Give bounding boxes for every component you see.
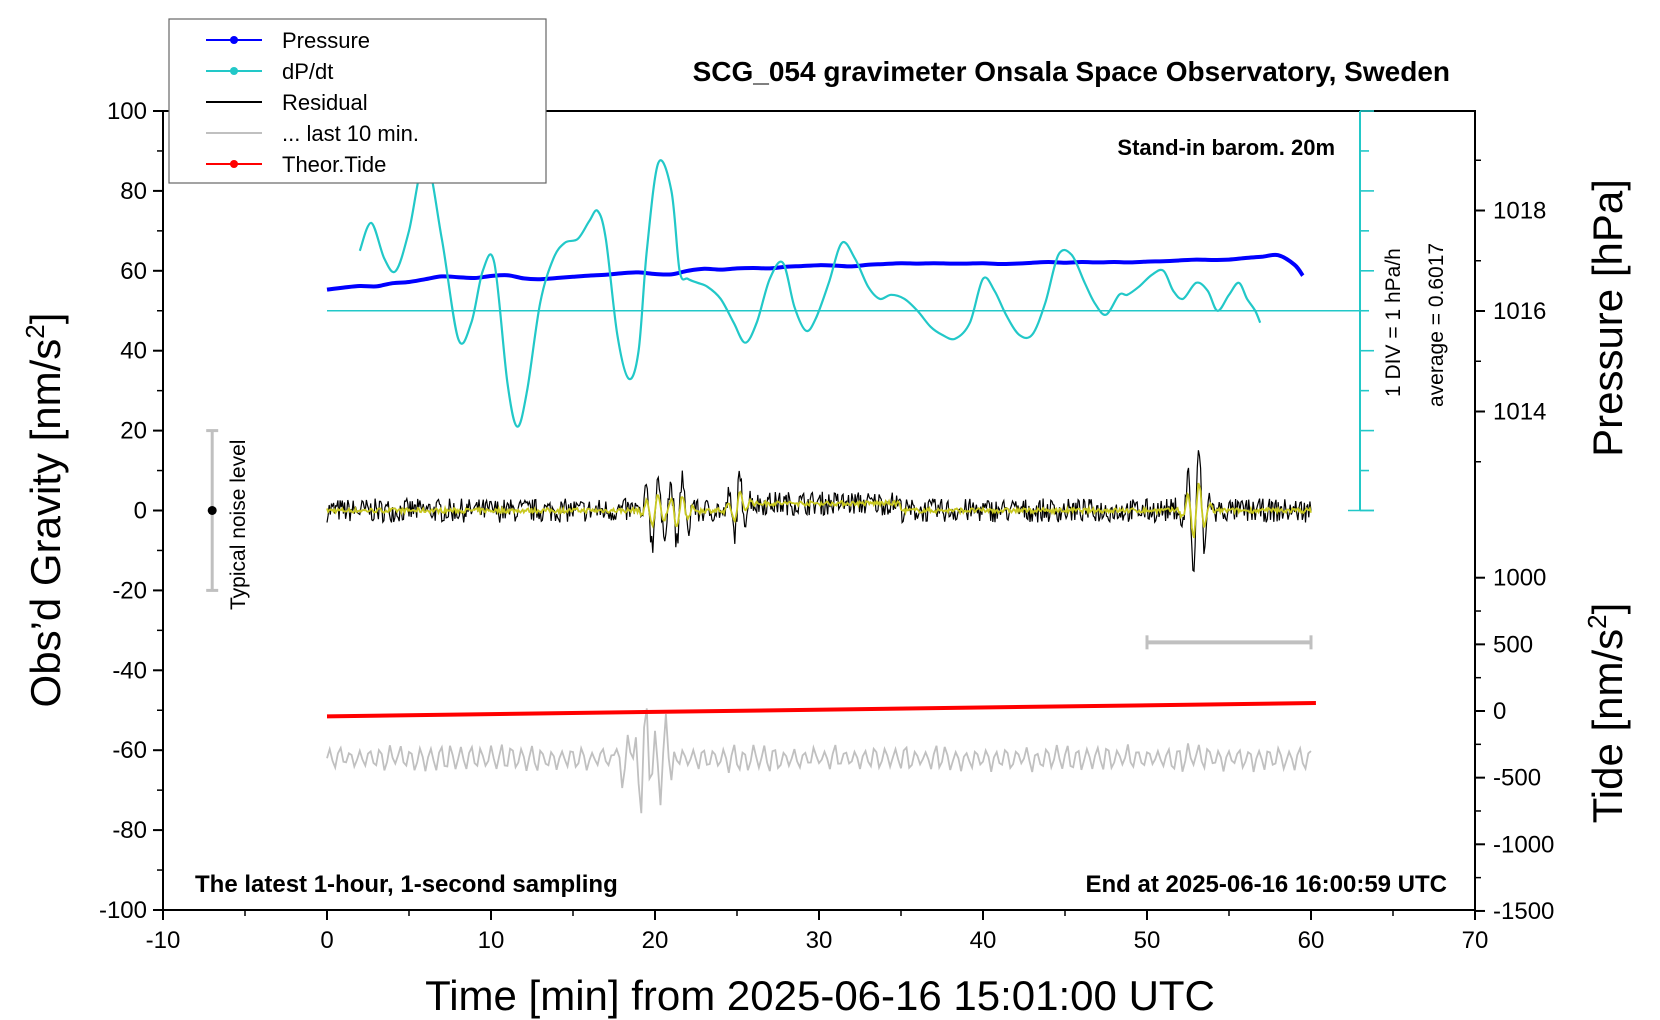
stand-in-annotation: Stand-in barom. 20m	[1117, 135, 1335, 160]
x-axis-label: Time [min] from 2025-06-16 15:01:00 UTC	[425, 972, 1215, 1019]
noise-level-bar	[206, 429, 219, 592]
y-tick-label: 60	[120, 258, 147, 285]
y-tick-label: -60	[112, 737, 147, 764]
left-axis-ticks: 100 80 60 40 20 0 -20 -40 -60 -80 -100	[99, 98, 163, 924]
y-tick-label: -40	[112, 657, 147, 684]
scale-div-annotation: 1 DIV = 1 hPa/h	[1382, 248, 1405, 397]
dpdt-line	[358, 157, 1262, 428]
noise-level-label: Typical noise level	[227, 440, 250, 610]
y-tick-label: 80	[120, 178, 147, 205]
tide-tick-label: 500	[1493, 631, 1533, 658]
y-tick-label: -100	[99, 897, 147, 924]
y-tick-label: 20	[120, 418, 147, 445]
y-axis-label-sup: 2	[20, 324, 50, 338]
legend-label: Pressure	[282, 28, 370, 53]
tide-tick-label: -1000	[1493, 831, 1554, 858]
chart-title: SCG_054 gravimeter Onsala Space Observat…	[693, 56, 1450, 87]
x-tick-label: 0	[320, 927, 333, 954]
tide-axis-label-sup: 2	[1582, 614, 1612, 628]
noise-bar-center-dot	[207, 506, 217, 515]
legend-swatch-marker	[230, 160, 238, 168]
y-axis-label-end: ]	[22, 313, 69, 325]
legend-label: dP/dt	[282, 59, 333, 84]
tide-tick-label: -1500	[1493, 898, 1554, 925]
latest-hour-annotation: The latest 1-hour, 1-second sampling	[195, 871, 618, 898]
x-tick-label: -10	[146, 927, 181, 954]
series-group	[326, 157, 1361, 814]
legend-entries: Pressure dP/dt Residual ... last 10 min. The…	[206, 28, 419, 177]
pressure-tick-label: 1018	[1493, 198, 1546, 225]
y-tick-label: -80	[112, 817, 147, 844]
x-tick-label: 70	[1462, 927, 1489, 954]
tide-tick-label: 0	[1493, 698, 1506, 725]
x-tick-label: 40	[970, 927, 997, 954]
last-10-min-line	[326, 708, 1312, 814]
y-tick-label: -20	[112, 577, 147, 604]
legend-label: Theor.Tide	[282, 152, 386, 177]
legend: Pressure dP/dt Residual ... last 10 min. The…	[168, 18, 547, 184]
y-tick-label: 100	[107, 98, 147, 125]
y-axis-label-main: Obs’d Gravity [nm/s	[22, 339, 69, 708]
tide-axis-ticks: 1000 500 0 -500 -1000 -1500	[1475, 565, 1554, 925]
x-tick-label: 10	[478, 927, 505, 954]
legend-label: ... last 10 min.	[282, 121, 419, 146]
end-time-annotation: End at 2025-06-16 16:00:59 UTC	[1086, 871, 1448, 898]
tide-axis-label-main: Tide [nm/s	[1584, 629, 1631, 824]
x-tick-label: 60	[1298, 927, 1325, 954]
pressure-axis-ticks: 1018 1016 1014	[1474, 111, 1546, 510]
tide-tick-label: 1000	[1493, 565, 1546, 592]
residual-line	[326, 450, 1312, 573]
pressure-line	[326, 252, 1305, 292]
y-tick-label: 40	[120, 338, 147, 365]
legend-swatch-marker	[230, 36, 238, 44]
x-tick-label: 50	[1134, 927, 1161, 954]
pressure-tick-label: 1016	[1493, 298, 1546, 325]
pressure-axis-label: Pressure [hPa]	[1584, 179, 1631, 457]
residual-filtered-line	[326, 482, 1312, 539]
average-annotation: average = 0.6017	[1425, 243, 1448, 407]
bottom-axis-ticks: -10 0 10 20 30 40 50 60 70	[146, 910, 1489, 954]
y-axis-label: Obs’d Gravity [nm/s2]	[20, 313, 69, 708]
tide-tick-label: -500	[1493, 765, 1541, 792]
theoretical-tide-line	[326, 701, 1316, 719]
pressure-tick-label: 1014	[1493, 399, 1546, 426]
legend-label: Residual	[282, 90, 368, 115]
legend-swatch-marker	[230, 67, 238, 75]
tide-axis-label: Tide [nm/s2]	[1582, 603, 1631, 824]
x-tick-label: 30	[806, 927, 833, 954]
x-tick-label: 20	[642, 927, 669, 954]
tide-axis-label-end: ]	[1584, 603, 1631, 615]
y-tick-label: 0	[134, 498, 147, 525]
